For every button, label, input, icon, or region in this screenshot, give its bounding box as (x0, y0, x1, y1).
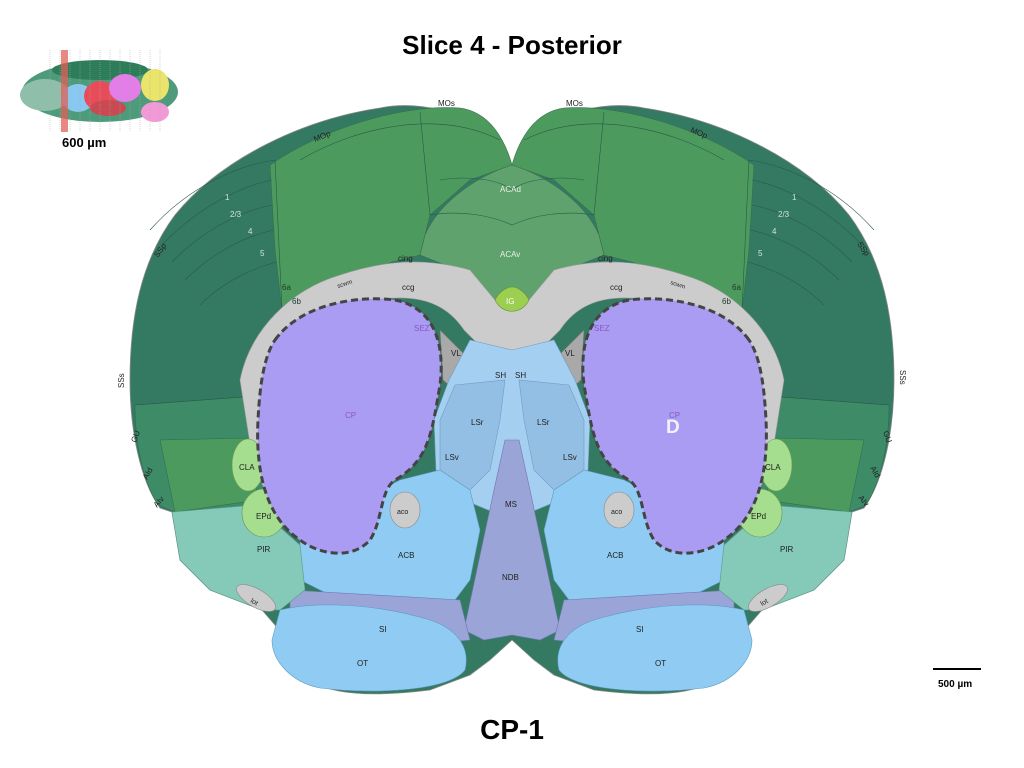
region-labels: MOs MOs MOp MOp SSp SSp SSs SSs GU GU AI… (117, 99, 907, 668)
medial-septum-ndb (463, 439, 561, 641)
label-sez-left: SEZ (414, 324, 430, 333)
caudoputamen-left[interactable] (256, 297, 443, 555)
label-aco-left: aco (397, 509, 408, 516)
label-layer6b-right: 6b (722, 297, 731, 306)
slide-title: Slice 4 - Posterior (402, 30, 622, 60)
label-layer6b-left: 6b (292, 297, 301, 306)
label-mos-left: MOs (438, 99, 455, 108)
lateral-septal-right (518, 379, 585, 491)
label-pir-left: PIR (257, 545, 271, 554)
label-lsr-left: LSr (471, 418, 484, 427)
label-ig: IG (506, 297, 514, 306)
label-cp-right: CP (669, 411, 680, 420)
scale-bar (933, 668, 981, 670)
label-epd-left: EPd (256, 512, 271, 521)
label-acav: ACAv (500, 250, 520, 259)
label-layer1-left: 1 (225, 193, 230, 202)
label-acb-left: ACB (398, 551, 414, 560)
scale-bar-label: 500 µm (938, 679, 973, 690)
anterior-commissure-left (389, 491, 421, 529)
label-lsv-right: LSv (563, 453, 577, 462)
label-mos-right: MOs (566, 99, 583, 108)
label-cla-right: CLA (765, 463, 781, 472)
highlight-marker: D (666, 417, 680, 438)
label-acb-right: ACB (607, 551, 623, 560)
label-si-left: SI (379, 625, 387, 634)
label-si-right: SI (636, 625, 644, 634)
label-layer5-left: 5 (260, 249, 265, 258)
label-cp-left: CP (345, 411, 356, 420)
label-ms: MS (505, 500, 517, 509)
label-lsr-right: LSr (537, 418, 550, 427)
lateral-olfactory-tract-right (748, 584, 788, 612)
label-aco-right: aco (611, 509, 622, 516)
label-layer6a-left: 6a (282, 283, 291, 292)
label-cing-right: cing (598, 254, 613, 263)
indusium-griseum (494, 286, 530, 312)
olfactory-tubercle-left (271, 604, 467, 692)
label-scwm-right: scwm (669, 280, 685, 290)
caudoputamen-right[interactable] (581, 297, 768, 555)
label-layer23-left: 2/3 (230, 210, 242, 219)
label-sh-right: SH (515, 371, 526, 380)
label-layer6a-right: 6a (732, 283, 741, 292)
label-vl-left: VL (451, 349, 461, 358)
label-sh-left: SH (495, 371, 506, 380)
label-acad: ACAd (500, 185, 521, 194)
label-layer1-right: 1 (792, 193, 797, 202)
label-ccg-left: ccg (402, 283, 414, 292)
label-lsv-left: LSv (445, 453, 459, 462)
label-cing-left: cing (398, 254, 413, 263)
thumbnail-scale-label: 600 µm (62, 135, 107, 150)
label-lot-right: lot (760, 598, 770, 608)
sagittal-thumbnail (20, 50, 178, 132)
label-layer23-right: 2/3 (778, 210, 790, 219)
label-vl-right: VL (565, 349, 575, 358)
lateral-septal-left (439, 379, 506, 491)
label-ccg-right: ccg (610, 283, 622, 292)
label-sez-right: SEZ (594, 324, 610, 333)
label-scwm-left: scwm (337, 279, 353, 289)
label-sss-left: SSs (117, 373, 126, 388)
label-ndb: NDB (502, 573, 519, 582)
label-layer5-right: 5 (758, 249, 763, 258)
anterior-commissure-right (603, 491, 635, 529)
label-layer4-left: 4 (248, 227, 253, 236)
label-gu-left: GU (129, 429, 142, 444)
label-gu-right: GU (881, 430, 894, 445)
brain-section (129, 105, 895, 695)
label-sss-right: SSs (898, 370, 907, 385)
olfactory-tubercle-right (557, 604, 753, 692)
region-code-label: CP-1 (480, 714, 544, 745)
slice-position-marker (61, 50, 68, 132)
lateral-olfactory-tract-left (236, 584, 276, 612)
label-epd-right: EPd (751, 512, 766, 521)
label-cla-left: CLA (239, 463, 255, 472)
label-ot-right: OT (655, 659, 666, 668)
label-lot-left: lot (249, 598, 259, 608)
label-layer4-right: 4 (772, 227, 777, 236)
label-pir-right: PIR (780, 545, 794, 554)
label-ot-left: OT (357, 659, 368, 668)
